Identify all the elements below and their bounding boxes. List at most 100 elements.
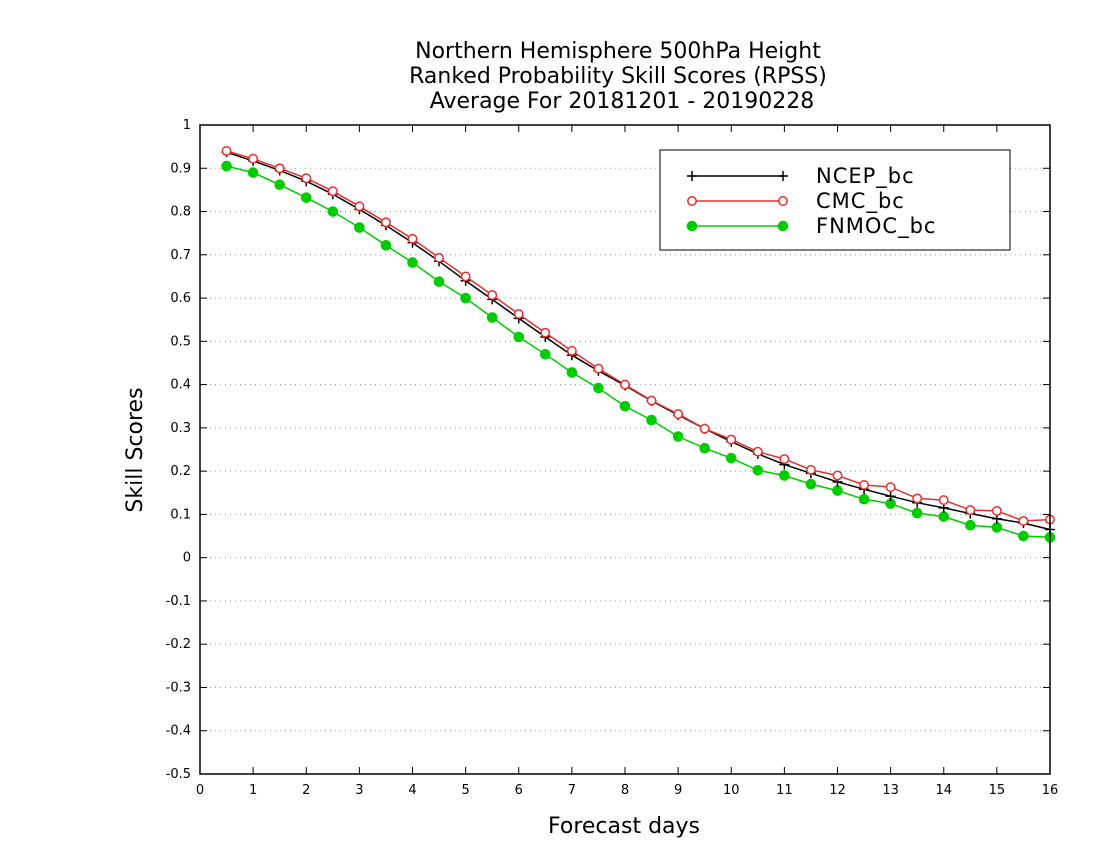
x-tick-label: 6 (515, 783, 523, 798)
x-tick-label: 0 (196, 783, 204, 798)
legend-marker (778, 196, 788, 206)
data-point-cmc-bc (274, 163, 285, 174)
x-tick-label: 11 (776, 783, 793, 798)
y-tick-label: 0.9 (170, 161, 191, 176)
y-axis-title: Skill Scores (123, 387, 148, 512)
y-tick-label: -0.4 (166, 724, 191, 739)
data-point-fnmoc-bc (672, 431, 684, 442)
data-point-fnmoc-bc (779, 470, 790, 481)
data-point-fnmoc-bc (247, 167, 259, 178)
data-point-fnmoc-bc (725, 452, 737, 464)
data-point-fnmoc-bc (433, 276, 445, 287)
series-cmc-bc (221, 146, 1055, 526)
data-point-fnmoc-bc (486, 312, 498, 323)
chart-title-line-3: Average For 20181201 - 20190228 (430, 89, 815, 114)
series-fnmoc-bc (221, 160, 1056, 543)
data-point-cmc-bc (487, 290, 498, 300)
data-point-cmc-bc (221, 146, 232, 156)
data-point-cmc-bc (699, 423, 710, 434)
y-tick-label: 0.3 (170, 421, 191, 436)
x-tick-label: 14 (935, 783, 952, 798)
data-point-fnmoc-bc (646, 414, 657, 426)
x-tick-label: 16 (1042, 783, 1059, 798)
chart-title-line-1: Northern Hemisphere 500hPa Height (415, 39, 821, 64)
legend-marker (686, 220, 698, 232)
legend-marker (777, 220, 789, 232)
data-point-cmc-bc (832, 470, 843, 481)
data-point-cmc-bc (1018, 515, 1029, 526)
chart-title-line-2: Ranked Probability Skill Scores (RPSS) (409, 64, 827, 89)
data-point-fnmoc-bc (380, 239, 392, 251)
data-point-fnmoc-bc (354, 222, 365, 233)
data-point-cmc-bc (859, 480, 870, 490)
data-point-cmc-bc (779, 454, 790, 464)
data-point-fnmoc-bc (274, 179, 285, 191)
data-point-fnmoc-bc (327, 206, 339, 217)
x-tick-label: 5 (461, 783, 469, 798)
y-tick-label: 0.6 (170, 291, 191, 306)
data-point-fnmoc-bc (938, 511, 950, 522)
y-tick-label: -0.2 (166, 637, 191, 652)
y-tick-label: 0 (183, 551, 191, 566)
data-point-cmc-bc (885, 482, 896, 493)
data-point-cmc-bc (248, 153, 259, 164)
data-point-cmc-bc (593, 363, 604, 374)
data-point-cmc-bc (805, 464, 816, 475)
legend-marker (778, 171, 788, 181)
chart-title: Northern Hemisphere 500hPa Height Ranked… (409, 39, 827, 114)
data-point-cmc-bc (407, 233, 418, 244)
y-tick-label: -0.3 (166, 680, 191, 695)
data-point-fnmoc-bc (221, 160, 232, 172)
data-point-fnmoc-bc (858, 493, 870, 505)
y-tick-label: 0.5 (170, 334, 191, 349)
data-point-cmc-bc (380, 217, 391, 228)
y-tick-label: 0.8 (170, 205, 191, 220)
data-point-cmc-bc (752, 446, 763, 457)
data-point-cmc-bc (673, 409, 684, 419)
data-point-fnmoc-bc (460, 292, 471, 304)
data-point-cmc-bc (354, 201, 365, 212)
x-tick-label: 2 (302, 783, 310, 798)
data-point-fnmoc-bc (991, 522, 1003, 533)
data-point-fnmoc-bc (593, 382, 604, 394)
data-point-fnmoc-bc (965, 519, 976, 531)
legend-label: CMC_bc (816, 189, 905, 214)
data-point-cmc-bc (991, 505, 1002, 516)
data-point-cmc-bc (912, 493, 923, 504)
data-point-fnmoc-bc (832, 485, 843, 496)
data-point-fnmoc-bc (699, 442, 710, 454)
legend-item-cmc-bc: CMC_bc (687, 189, 905, 214)
x-axis-title: Forecast days (548, 814, 700, 839)
data-point-cmc-bc (301, 173, 312, 184)
x-tick-label: 12 (829, 783, 846, 798)
legend-marker (687, 196, 697, 206)
legend-item-ncep-bc: NCEP_bc (687, 164, 914, 189)
data-point-fnmoc-bc (300, 192, 312, 203)
data-point-fnmoc-bc (513, 331, 525, 343)
data-point-fnmoc-bc (407, 257, 418, 268)
y-tick-label: -0.1 (166, 594, 191, 609)
data-point-fnmoc-bc (911, 507, 923, 519)
x-tick-label: 9 (674, 783, 682, 798)
data-point-fnmoc-bc (619, 400, 631, 412)
data-point-fnmoc-bc (540, 349, 551, 360)
axis-ticks: -0.5 -0.4 -0.3 -0.2 -0.1 0 0.1 0.2 0.3 0.4 0.5 0.6 0… (166, 118, 1059, 798)
data-point-fnmoc-bc (752, 464, 764, 476)
y-tick-label: 0.7 (170, 248, 191, 263)
x-tick-label: 8 (621, 783, 629, 798)
plot-area-frame (199, 124, 1051, 775)
x-tick-label: 1 (249, 783, 257, 798)
data-point-cmc-bc (434, 252, 445, 263)
data-point-cmc-bc (620, 379, 630, 390)
x-tick-label: 15 (989, 783, 1006, 798)
x-tick-label: 4 (408, 783, 416, 798)
data-point-ncep-bc (885, 491, 896, 502)
x-tick-label: 3 (355, 783, 363, 798)
data-point-cmc-bc (965, 505, 976, 516)
y-tick-label: -0.5 (166, 767, 191, 782)
data-point-cmc-bc (726, 434, 737, 445)
y-tick-label: 0.1 (170, 507, 191, 522)
y-tick-label: 0.4 (170, 378, 191, 393)
